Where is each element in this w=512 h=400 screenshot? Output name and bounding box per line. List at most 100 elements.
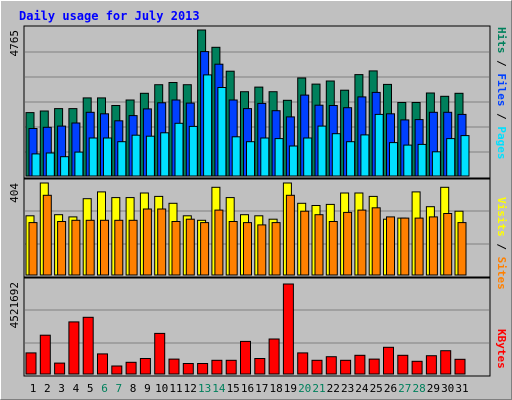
day-label-24: 24 xyxy=(355,382,369,395)
pages-bar-day-16 xyxy=(246,141,255,177)
kbytes-bar-day-12 xyxy=(182,363,194,375)
day-label-18: 18 xyxy=(269,382,282,395)
kbytes-bar-day-24 xyxy=(354,354,366,375)
pages-bar-day-20 xyxy=(303,137,313,177)
kbytes-bar-day-14 xyxy=(211,359,223,375)
pages-bar-day-25 xyxy=(374,113,384,177)
sites-bar-day-18 xyxy=(271,222,281,276)
middle-ymax-label: 404 xyxy=(8,183,21,203)
kbytes-bar-day-19 xyxy=(282,283,294,375)
sites-bar-day-7 xyxy=(114,219,124,276)
kbytes-bar-day-5 xyxy=(82,316,94,375)
pages-bar-day-8 xyxy=(131,134,141,177)
day-label-14: 14 xyxy=(212,382,226,395)
kbytes-bar-day-29 xyxy=(425,355,437,375)
sites-bar-day-19 xyxy=(285,194,295,276)
kbytes-bar-day-15 xyxy=(225,359,237,375)
day-label-15: 15 xyxy=(227,382,240,395)
sites-bar-day-1 xyxy=(28,222,38,276)
day-label-16: 16 xyxy=(241,382,254,395)
pages-bar-day-2 xyxy=(45,152,55,177)
pages-bar-day-1 xyxy=(31,153,41,177)
kbytes-bar-day-3 xyxy=(54,362,66,375)
sites-bar-day-22 xyxy=(328,221,338,276)
day-label-6: 6 xyxy=(101,382,108,395)
kbytes-bar-day-8 xyxy=(125,361,137,375)
top-ymax-label: 4765 xyxy=(8,30,21,57)
pages-bar-day-27 xyxy=(403,144,413,177)
kbytes-bar-day-18 xyxy=(268,338,280,375)
sites-bar-day-16 xyxy=(243,222,252,276)
kbytes-bar-day-17 xyxy=(254,358,266,375)
kbytes-bar-day-16 xyxy=(240,340,251,375)
day-label-23: 23 xyxy=(341,382,354,395)
top-series-legend: Hits / Files / Pages xyxy=(495,27,508,160)
day-label-25: 25 xyxy=(370,382,383,395)
kbytes-bar-day-26 xyxy=(383,346,394,375)
day-label-11: 11 xyxy=(169,382,182,395)
day-label-28: 28 xyxy=(412,382,425,395)
sites-bar-day-15 xyxy=(228,221,238,276)
pages-bar-day-26 xyxy=(389,142,398,177)
pages-bar-day-30 xyxy=(446,138,456,177)
sites-bar-day-21 xyxy=(314,214,324,276)
sites-bar-day-11 xyxy=(171,221,181,276)
sites-bar-day-23 xyxy=(343,211,353,276)
kbytes-bar-day-25 xyxy=(368,358,380,375)
sites-bar-day-24 xyxy=(357,209,367,276)
kbytes-bar-day-21 xyxy=(311,359,323,375)
kbytes-bar-day-28 xyxy=(411,360,423,375)
sites-bar-day-20 xyxy=(300,210,310,276)
pages-bar-day-19 xyxy=(288,145,298,177)
day-label-17: 17 xyxy=(255,382,268,395)
day-label-4: 4 xyxy=(73,382,80,395)
sites-bar-day-31 xyxy=(457,222,467,276)
sites-bar-day-3 xyxy=(57,221,67,276)
day-label-13: 13 xyxy=(198,382,211,395)
pages-bar-day-11 xyxy=(174,122,184,177)
kbytes-bar-day-20 xyxy=(297,352,309,375)
sites-bar-day-12 xyxy=(185,218,195,276)
sites-bar-day-26 xyxy=(386,216,395,276)
day-label-7: 7 xyxy=(115,382,122,395)
day-label-29: 29 xyxy=(427,382,440,395)
day-label-19: 19 xyxy=(284,382,297,395)
day-label-22: 22 xyxy=(327,382,340,395)
pages-bar-day-24 xyxy=(360,134,370,177)
sites-bar-day-28 xyxy=(414,217,424,276)
day-label-10: 10 xyxy=(155,382,168,395)
pages-bar-day-9 xyxy=(145,135,155,177)
kbytes-bar-day-6 xyxy=(97,353,108,375)
day-label-30: 30 xyxy=(441,382,454,395)
pages-bar-day-17 xyxy=(260,137,270,177)
sites-bar-day-13 xyxy=(200,222,210,276)
pages-bar-day-23 xyxy=(346,141,356,177)
day-label-1: 1 xyxy=(30,382,37,395)
kbytes-bar-day-1 xyxy=(25,352,37,375)
bottom-ymax-label: 4521692 xyxy=(8,282,21,328)
kbytes-bar-day-4 xyxy=(68,321,80,375)
sites-bar-day-14 xyxy=(214,209,224,276)
pages-bar-day-21 xyxy=(317,125,327,177)
sites-bar-day-25 xyxy=(371,207,381,276)
day-label-3: 3 xyxy=(58,382,65,395)
day-label-31: 31 xyxy=(455,382,468,395)
kbytes-bar-day-13 xyxy=(197,363,209,375)
day-label-27: 27 xyxy=(398,382,411,395)
kbytes-bar-day-7 xyxy=(111,365,123,375)
day-label-9: 9 xyxy=(144,382,151,395)
bottom-gridlines xyxy=(25,309,489,344)
day-label-8: 8 xyxy=(130,382,137,395)
sites-bar-day-5 xyxy=(85,219,95,276)
sites-bar-day-30 xyxy=(443,213,453,276)
kbytes-bar-day-23 xyxy=(340,359,352,375)
pages-bar-day-29 xyxy=(431,151,441,177)
day-label-26: 26 xyxy=(384,382,397,395)
kbytes-bar-day-11 xyxy=(168,358,180,375)
kbytes-bar-day-10 xyxy=(154,332,166,375)
sites-bar-day-9 xyxy=(142,208,152,276)
day-label-20: 20 xyxy=(298,382,311,395)
chart-title: Daily usage for July 2013 xyxy=(19,9,200,23)
pages-bar-day-22 xyxy=(331,133,341,177)
